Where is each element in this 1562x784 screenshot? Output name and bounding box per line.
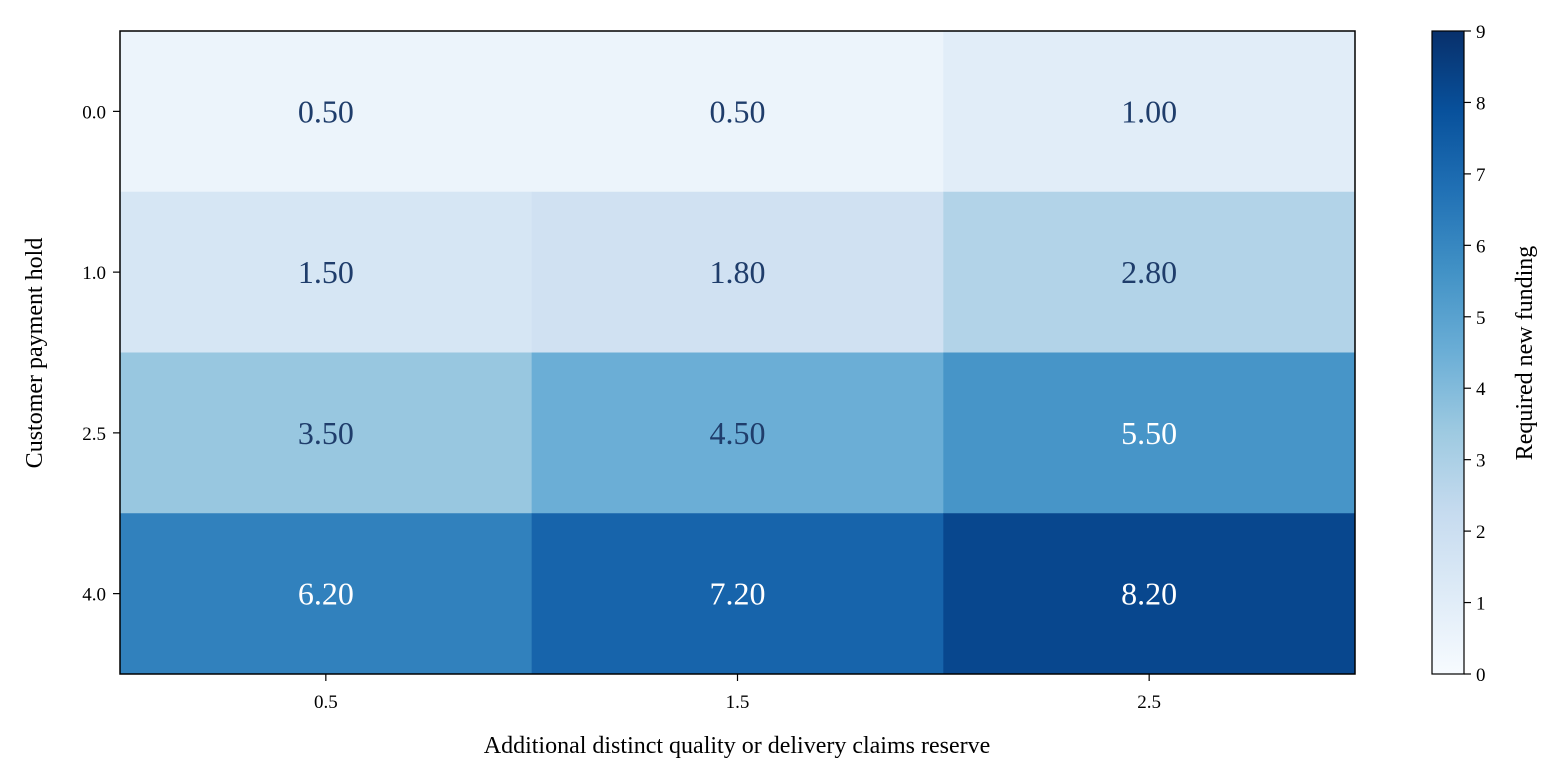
colorbar-tick-label: 1 [1476,594,1486,615]
cell-value-label: 3.50 [298,415,354,451]
x-axis-label: Additional distinct quality or delivery … [484,733,991,759]
cell-value-label: 1.80 [710,254,766,290]
cell-value-label: 2.80 [1121,254,1177,290]
cell-value-label: 4.50 [710,415,766,451]
colorbar-tick-label: 5 [1476,308,1486,329]
y-tick-label: 0.0 [82,102,106,123]
colorbar-tick-label: 4 [1476,379,1486,400]
heatmap-cell [943,352,1356,514]
colorbar-ticks: 0 1 2 3 4 5 6 7 8 9 [1464,22,1486,686]
cell-value-label: 5.50 [1121,415,1177,451]
x-tick-label: 0.5 [314,692,338,713]
y-tick-label: 2.5 [82,424,106,445]
y-tick-label: 4.0 [82,585,106,606]
heatmap-cell [531,31,944,193]
cell-value-label: 0.50 [298,93,354,129]
heatmap-cell-labels: 0.50 0.50 1.00 1.50 1.80 2.80 3.50 4.50 5.50 6.20… [298,93,1177,611]
heatmap-cell [943,513,1356,675]
heatmap-cell [120,513,533,675]
cell-value-label: 0.50 [710,93,766,129]
heatmap-cell [120,352,533,514]
x-axis-ticks: 0.5 1.5 2.5 [314,674,1161,713]
colorbar-tick-label: 6 [1476,236,1486,257]
cell-value-label: 1.00 [1121,93,1177,129]
colorbar-tick-label: 2 [1476,522,1486,543]
x-tick-label: 1.5 [726,692,750,713]
heatmap-cell [120,191,533,353]
cell-value-label: 7.20 [710,576,766,612]
cell-value-label: 8.20 [1121,576,1177,612]
heatmap-cell [120,31,533,193]
heatmap-cell [531,191,944,353]
x-tick-label: 2.5 [1137,692,1161,713]
cell-value-label: 1.50 [298,254,354,290]
heatmap-cell [943,31,1356,193]
cell-value-label: 6.20 [298,576,354,612]
y-tick-label: 1.0 [82,263,106,284]
heatmap-cells [120,31,1356,675]
y-axis-ticks: 0.0 1.0 2.5 4.0 [82,102,120,606]
colorbar-tick-label: 7 [1476,165,1486,186]
colorbar-label: Required new funding [1512,246,1538,461]
colorbar-tick-label: 8 [1476,93,1486,114]
colorbar-tick-label: 9 [1476,22,1486,43]
colorbar [1431,30,1465,675]
heatmap-cell [943,191,1356,353]
colorbar-tick-label: 0 [1476,665,1486,686]
heatmap-cell [531,352,944,514]
heatmap-cell [531,513,944,675]
colorbar-tick-label: 3 [1476,451,1486,472]
y-axis-label: Customer payment hold [22,238,48,469]
